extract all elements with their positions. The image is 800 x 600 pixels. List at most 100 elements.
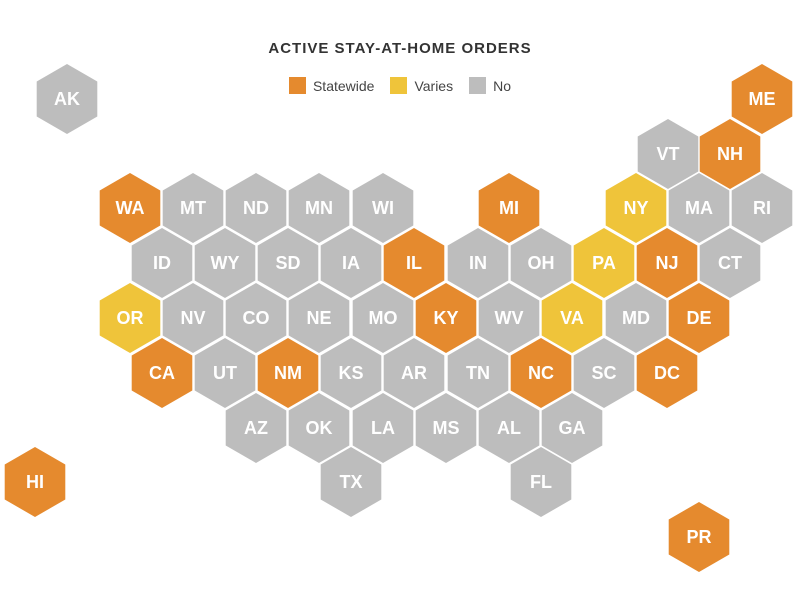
state-label-ia: IA xyxy=(342,253,360,273)
state-label-ut: UT xyxy=(213,363,237,383)
state-label-nd: ND xyxy=(243,198,269,218)
hex-shape-sd xyxy=(257,228,319,298)
state-label-md: MD xyxy=(622,308,650,328)
hex-shape-pr xyxy=(668,502,730,572)
state-label-ky: KY xyxy=(433,308,458,328)
state-label-ga: GA xyxy=(559,418,586,438)
state-label-mt: MT xyxy=(180,198,206,218)
state-hex-ky: KY xyxy=(415,283,477,353)
hex-shape-pa xyxy=(573,228,635,298)
state-hex-nm: NM xyxy=(257,338,319,408)
hex-shape-mt xyxy=(162,173,224,243)
hex-shape-ky xyxy=(415,283,477,353)
hex-shape-tx xyxy=(320,447,382,517)
state-hex-ne: NE xyxy=(288,283,350,353)
state-label-id: ID xyxy=(153,253,171,273)
hex-shape-ok xyxy=(288,393,350,463)
state-hex-sd: SD xyxy=(257,228,319,298)
state-hex-mo: MO xyxy=(352,283,414,353)
hex-shape-ma xyxy=(668,173,730,243)
state-hex-or: OR xyxy=(99,283,161,353)
state-hex-me: ME xyxy=(731,64,793,134)
state-hex-co: CO xyxy=(225,283,287,353)
state-hex-al: AL xyxy=(478,393,540,463)
state-label-wv: WV xyxy=(495,308,524,328)
state-hex-la: LA xyxy=(352,393,414,463)
hex-shape-ks xyxy=(320,338,382,408)
hex-shape-nh xyxy=(699,119,761,189)
state-label-in: IN xyxy=(469,253,487,273)
hex-shape-nv xyxy=(162,283,224,353)
state-hex-mn: MN xyxy=(288,173,350,243)
state-label-sc: SC xyxy=(591,363,616,383)
hex-shape-wv xyxy=(478,283,540,353)
state-hex-in: IN xyxy=(447,228,509,298)
hex-shape-nm xyxy=(257,338,319,408)
state-hex-ak: AK xyxy=(36,64,98,134)
state-label-ri: RI xyxy=(753,198,771,218)
state-label-pa: PA xyxy=(592,253,616,273)
state-label-va: VA xyxy=(560,308,584,328)
state-label-fl: FL xyxy=(530,472,552,492)
state-hex-il: IL xyxy=(383,228,445,298)
state-hex-sc: SC xyxy=(573,338,635,408)
legend-label-varies: Varies xyxy=(414,77,454,94)
state-label-az: AZ xyxy=(244,418,268,438)
state-label-de: DE xyxy=(686,308,711,328)
state-label-pr: PR xyxy=(686,527,711,547)
state-label-ne: NE xyxy=(306,308,331,328)
state-label-oh: OH xyxy=(528,253,555,273)
state-hex-dc: DC xyxy=(636,338,698,408)
state-label-nh: NH xyxy=(717,144,743,164)
hex-shape-co xyxy=(225,283,287,353)
legend-label-no: No xyxy=(493,77,512,94)
state-label-or: OR xyxy=(117,308,144,328)
state-label-nj: NJ xyxy=(655,253,678,273)
state-hex-ok: OK xyxy=(288,393,350,463)
state-hex-wi: WI xyxy=(352,173,414,243)
state-label-nc: NC xyxy=(528,363,554,383)
state-label-ar: AR xyxy=(401,363,427,383)
hex-shape-tn xyxy=(447,338,509,408)
state-hex-ms: MS xyxy=(415,393,477,463)
hex-shape-al xyxy=(478,393,540,463)
state-hex-wv: WV xyxy=(478,283,540,353)
state-label-sd: SD xyxy=(275,253,300,273)
state-hex-az: AZ xyxy=(225,393,287,463)
state-hex-ca: CA xyxy=(131,338,193,408)
state-hex-md: MD xyxy=(605,283,667,353)
state-label-ct: CT xyxy=(718,253,742,273)
state-label-me: ME xyxy=(749,89,776,109)
state-hex-wy: WY xyxy=(194,228,256,298)
state-label-tn: TN xyxy=(466,363,490,383)
hex-shape-az xyxy=(225,393,287,463)
state-hex-tx: TX xyxy=(320,447,382,517)
state-label-ok: OK xyxy=(306,418,333,438)
hex-shape-ms xyxy=(415,393,477,463)
hex-shape-in xyxy=(447,228,509,298)
hex-shape-mo xyxy=(352,283,414,353)
state-hex-nd: ND xyxy=(225,173,287,243)
hex-shape-la xyxy=(352,393,414,463)
state-hex-nv: NV xyxy=(162,283,224,353)
legend-item-no: No xyxy=(469,77,511,94)
state-label-nv: NV xyxy=(180,308,205,328)
state-hex-mt: MT xyxy=(162,173,224,243)
state-hex-nj: NJ xyxy=(636,228,698,298)
state-label-wi: WI xyxy=(372,198,394,218)
hex-shape-wi xyxy=(352,173,414,243)
state-label-la: LA xyxy=(371,418,395,438)
legend-swatch-statewide xyxy=(288,77,306,94)
state-label-ca: CA xyxy=(149,363,175,383)
hex-shape-id xyxy=(131,228,193,298)
state-label-vt: VT xyxy=(656,144,679,164)
state-label-mo: MO xyxy=(369,308,398,328)
state-label-al: AL xyxy=(497,418,521,438)
hex-shape-ne xyxy=(288,283,350,353)
state-label-ma: MA xyxy=(685,198,713,218)
state-hex-id: ID xyxy=(131,228,193,298)
state-label-ks: KS xyxy=(338,363,363,383)
state-label-ny: NY xyxy=(623,198,648,218)
